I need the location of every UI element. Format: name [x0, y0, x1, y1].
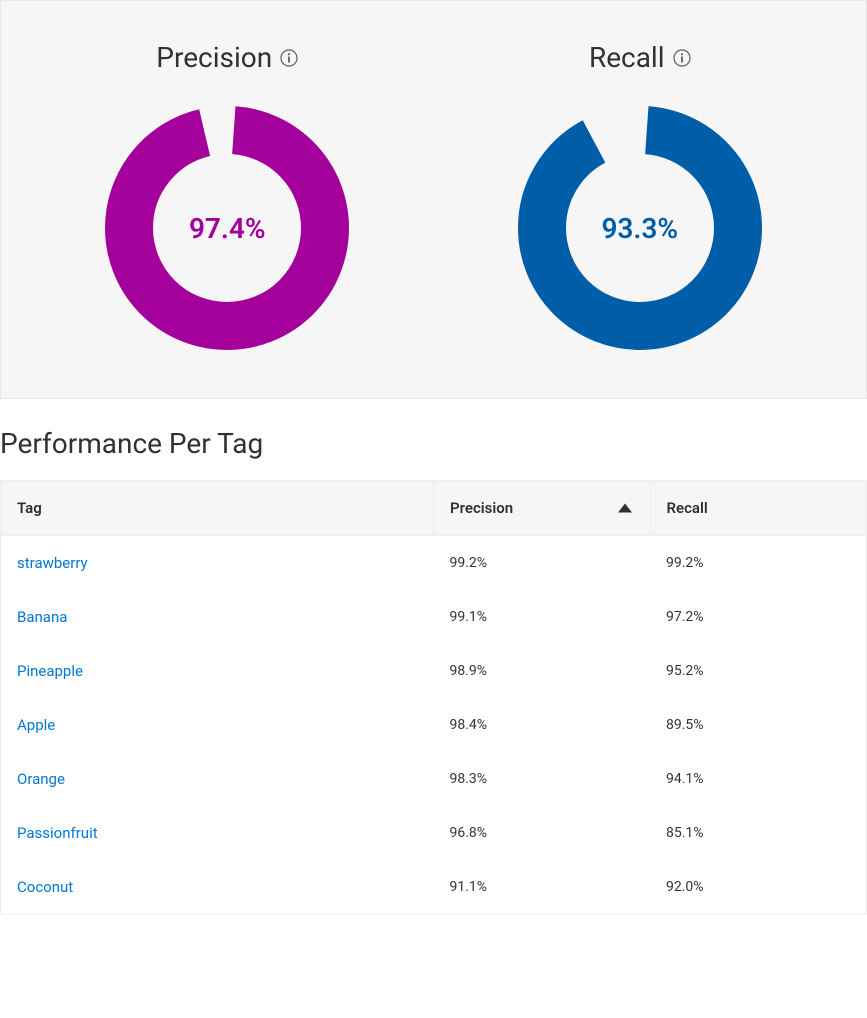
- table-row: Pineapple 98.9%95.2%: [1, 644, 867, 698]
- info-icon[interactable]: [280, 49, 298, 67]
- sort-ascending-icon: [618, 504, 632, 513]
- precision-cell: 98.4%: [434, 698, 651, 752]
- column-header-tag-label: Tag: [17, 499, 42, 517]
- tag-link[interactable]: Orange: [17, 770, 65, 788]
- column-header-recall-label: Recall: [667, 499, 708, 517]
- tag-cell: Orange: [1, 752, 434, 806]
- tag-link[interactable]: Coconut: [17, 878, 73, 896]
- tag-cell: strawberry: [1, 536, 434, 591]
- table-row: Banana 99.1%97.2%: [1, 590, 867, 644]
- recall-donut: 93.3%: [518, 106, 762, 350]
- per-tag-section-title: Performance Per Tag: [0, 399, 867, 480]
- tag-link[interactable]: Pineapple: [17, 662, 83, 680]
- recall-cell: 94.1%: [650, 752, 867, 806]
- recall-cell: 97.2%: [650, 590, 867, 644]
- tag-cell: Apple: [1, 698, 434, 752]
- precision-title-row: Precision: [156, 41, 298, 74]
- precision-cell: 98.3%: [434, 752, 651, 806]
- tag-cell: Passionfruit: [1, 806, 434, 860]
- column-header-tag[interactable]: Tag: [1, 481, 434, 536]
- tag-cell: Banana: [1, 590, 434, 644]
- recall-cell: 95.2%: [650, 644, 867, 698]
- info-icon[interactable]: [673, 49, 691, 67]
- tag-link[interactable]: Passionfruit: [17, 824, 98, 842]
- tag-cell: Pineapple: [1, 644, 434, 698]
- precision-title: Precision: [156, 41, 272, 74]
- table-row: Orange 98.3%94.1%: [1, 752, 867, 806]
- recall-metric-block: Recall 93.3%: [434, 41, 847, 350]
- recall-cell: 85.1%: [650, 806, 867, 860]
- precision-cell: 99.1%: [434, 590, 651, 644]
- column-header-precision-label: Precision: [450, 499, 513, 517]
- table-row: strawberry 99.2%99.2%: [1, 536, 867, 591]
- column-header-precision[interactable]: Precision: [434, 481, 651, 536]
- table-header-row: Tag Precision Recall: [1, 481, 867, 536]
- tag-cell: Coconut: [1, 860, 434, 915]
- tag-link[interactable]: Apple: [17, 716, 55, 734]
- performance-per-tag-table: Tag Precision Recall strawberry 99.2%99.2…: [0, 480, 867, 915]
- recall-title: Recall: [589, 41, 665, 74]
- precision-cell: 96.8%: [434, 806, 651, 860]
- precision-donut: 97.4%: [105, 106, 349, 350]
- recall-title-row: Recall: [589, 41, 691, 74]
- precision-cell: 99.2%: [434, 536, 651, 591]
- recall-cell: 89.5%: [650, 698, 867, 752]
- precision-cell: 98.9%: [434, 644, 651, 698]
- tag-link[interactable]: Banana: [17, 608, 67, 626]
- precision-cell: 91.1%: [434, 860, 651, 915]
- recall-cell: 99.2%: [650, 536, 867, 591]
- column-header-recall[interactable]: Recall: [650, 481, 867, 536]
- precision-value: 97.4%: [105, 106, 349, 350]
- table-row: Passionfruit 96.8%85.1%: [1, 806, 867, 860]
- precision-metric-block: Precision 97.4%: [21, 41, 434, 350]
- recall-value: 93.3%: [518, 106, 762, 350]
- table-row: Apple 98.4%89.5%: [1, 698, 867, 752]
- recall-cell: 92.0%: [650, 860, 867, 915]
- tag-link[interactable]: strawberry: [17, 554, 88, 572]
- table-row: Coconut 91.1%92.0%: [1, 860, 867, 915]
- metrics-panel: Precision 97.4% Recall: [0, 0, 867, 399]
